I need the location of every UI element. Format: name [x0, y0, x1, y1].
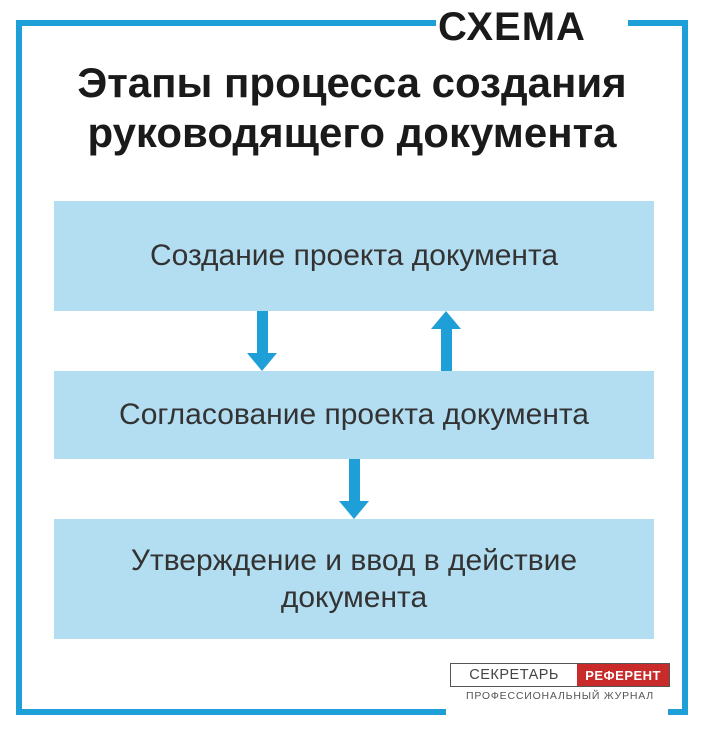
flow-stage-2: Согласование проекта документа: [54, 371, 654, 459]
frame-segment: [628, 20, 688, 26]
logo-text-right: РЕФЕРЕНТ: [577, 664, 669, 686]
flow-stage-1: Создание проекта документа: [54, 201, 654, 311]
logo-tagline: ПРОФЕССИОНАЛЬНЫЙ ЖУРНАЛ: [450, 690, 670, 702]
diagram-label: СХЕМА: [438, 5, 586, 50]
frame-segment: [16, 709, 446, 715]
frame-segment: [668, 709, 688, 715]
diagram-title: Этапы процесса создания руководящего док…: [16, 58, 688, 157]
flow-stage-3: Утверждение и ввод в действие документа: [54, 519, 654, 639]
publication-logo: СЕКРЕТАРЬ РЕФЕРЕНТ ПРОФЕССИОНАЛЬНЫЙ ЖУРН…: [450, 663, 670, 702]
flow-arrow-down: [339, 459, 369, 519]
logo-text-left: СЕКРЕТАРЬ: [451, 664, 577, 686]
flow-arrow-up: [431, 311, 461, 371]
flow-arrow-down: [247, 311, 277, 371]
frame-segment: [16, 20, 436, 26]
